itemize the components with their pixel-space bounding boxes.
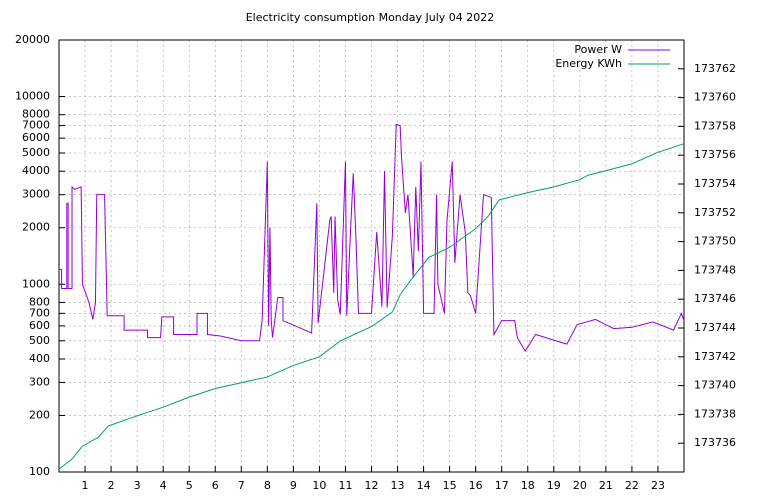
y2-tick-label: 173738: [694, 407, 736, 420]
y-tick-label: 400: [29, 352, 50, 365]
y-tick-label: 1000: [22, 277, 50, 290]
y-tick-label: 700: [29, 306, 50, 319]
y2-tick-label: 173736: [694, 436, 736, 449]
x-tick-label: 21: [599, 479, 613, 492]
y2-tick-label: 173742: [694, 350, 736, 363]
y2-tick-label: 173754: [694, 177, 736, 190]
x-tick-label: 7: [238, 479, 245, 492]
y-tick-label: 600: [29, 319, 50, 332]
y2-tick-label: 173740: [694, 379, 736, 392]
x-tick-label: 23: [651, 479, 665, 492]
y-tick-label: 800: [29, 295, 50, 308]
y-tick-label: 10000: [15, 90, 50, 103]
y-tick-label: 5000: [22, 146, 50, 159]
y-tick-label: 4000: [22, 164, 50, 177]
chart-title: Electricity consumption Monday July 04 2…: [246, 11, 495, 24]
x-tick-label: 19: [547, 479, 561, 492]
y2-tick-label: 173760: [694, 91, 736, 104]
y-tick-label: 3000: [22, 188, 50, 201]
x-tick-label: 8: [264, 479, 271, 492]
plot-frame: [58, 39, 685, 473]
x-tick-label: 5: [186, 479, 193, 492]
x-tick-label: 16: [469, 479, 483, 492]
y-tick-label: 500: [29, 334, 50, 347]
x-tick-label: 6: [212, 479, 219, 492]
y2-tick-label: 173758: [694, 119, 736, 132]
y-tick-label: 100: [29, 465, 50, 478]
y2-tick-label: 173746: [694, 292, 736, 305]
x-tick-label: 4: [160, 479, 167, 492]
y-tick-label: 6000: [22, 131, 50, 144]
x-tick-label: 17: [495, 479, 509, 492]
x-tick-label: 13: [391, 479, 405, 492]
x-tick-label: 14: [417, 479, 431, 492]
x-tick-label: 22: [625, 479, 639, 492]
y-tick-label: 7000: [22, 119, 50, 132]
y-tick-label: 2000: [22, 221, 50, 234]
series-line: [59, 123, 685, 353]
y-tick-label: 8000: [22, 108, 50, 121]
legend-label: Power W: [574, 43, 622, 56]
y2-tick-label: 173762: [694, 62, 736, 75]
y-tick-label: 20000: [15, 33, 50, 46]
x-tick-label: 12: [365, 479, 379, 492]
x-tick-label: 15: [443, 479, 457, 492]
x-tick-label: 11: [338, 479, 352, 492]
x-tick-label: 1: [82, 479, 89, 492]
y-tick-label: 300: [29, 375, 50, 388]
x-tick-label: 9: [290, 479, 297, 492]
x-tick-label: 2: [108, 479, 115, 492]
x-tick-label: 10: [312, 479, 326, 492]
y2-tick-label: 173756: [694, 148, 736, 161]
y2-tick-label: 173748: [694, 263, 736, 276]
y2-tick-label: 173744: [694, 321, 736, 334]
series-line: [58, 143, 685, 470]
legend-label: Energy KWh: [555, 57, 622, 70]
x-tick-label: 18: [521, 479, 535, 492]
x-tick-label: 20: [573, 479, 587, 492]
x-tick-label: 3: [134, 479, 141, 492]
y2-tick-label: 173750: [694, 235, 736, 248]
y2-tick-label: 173752: [694, 206, 736, 219]
y-tick-label: 200: [29, 408, 50, 421]
